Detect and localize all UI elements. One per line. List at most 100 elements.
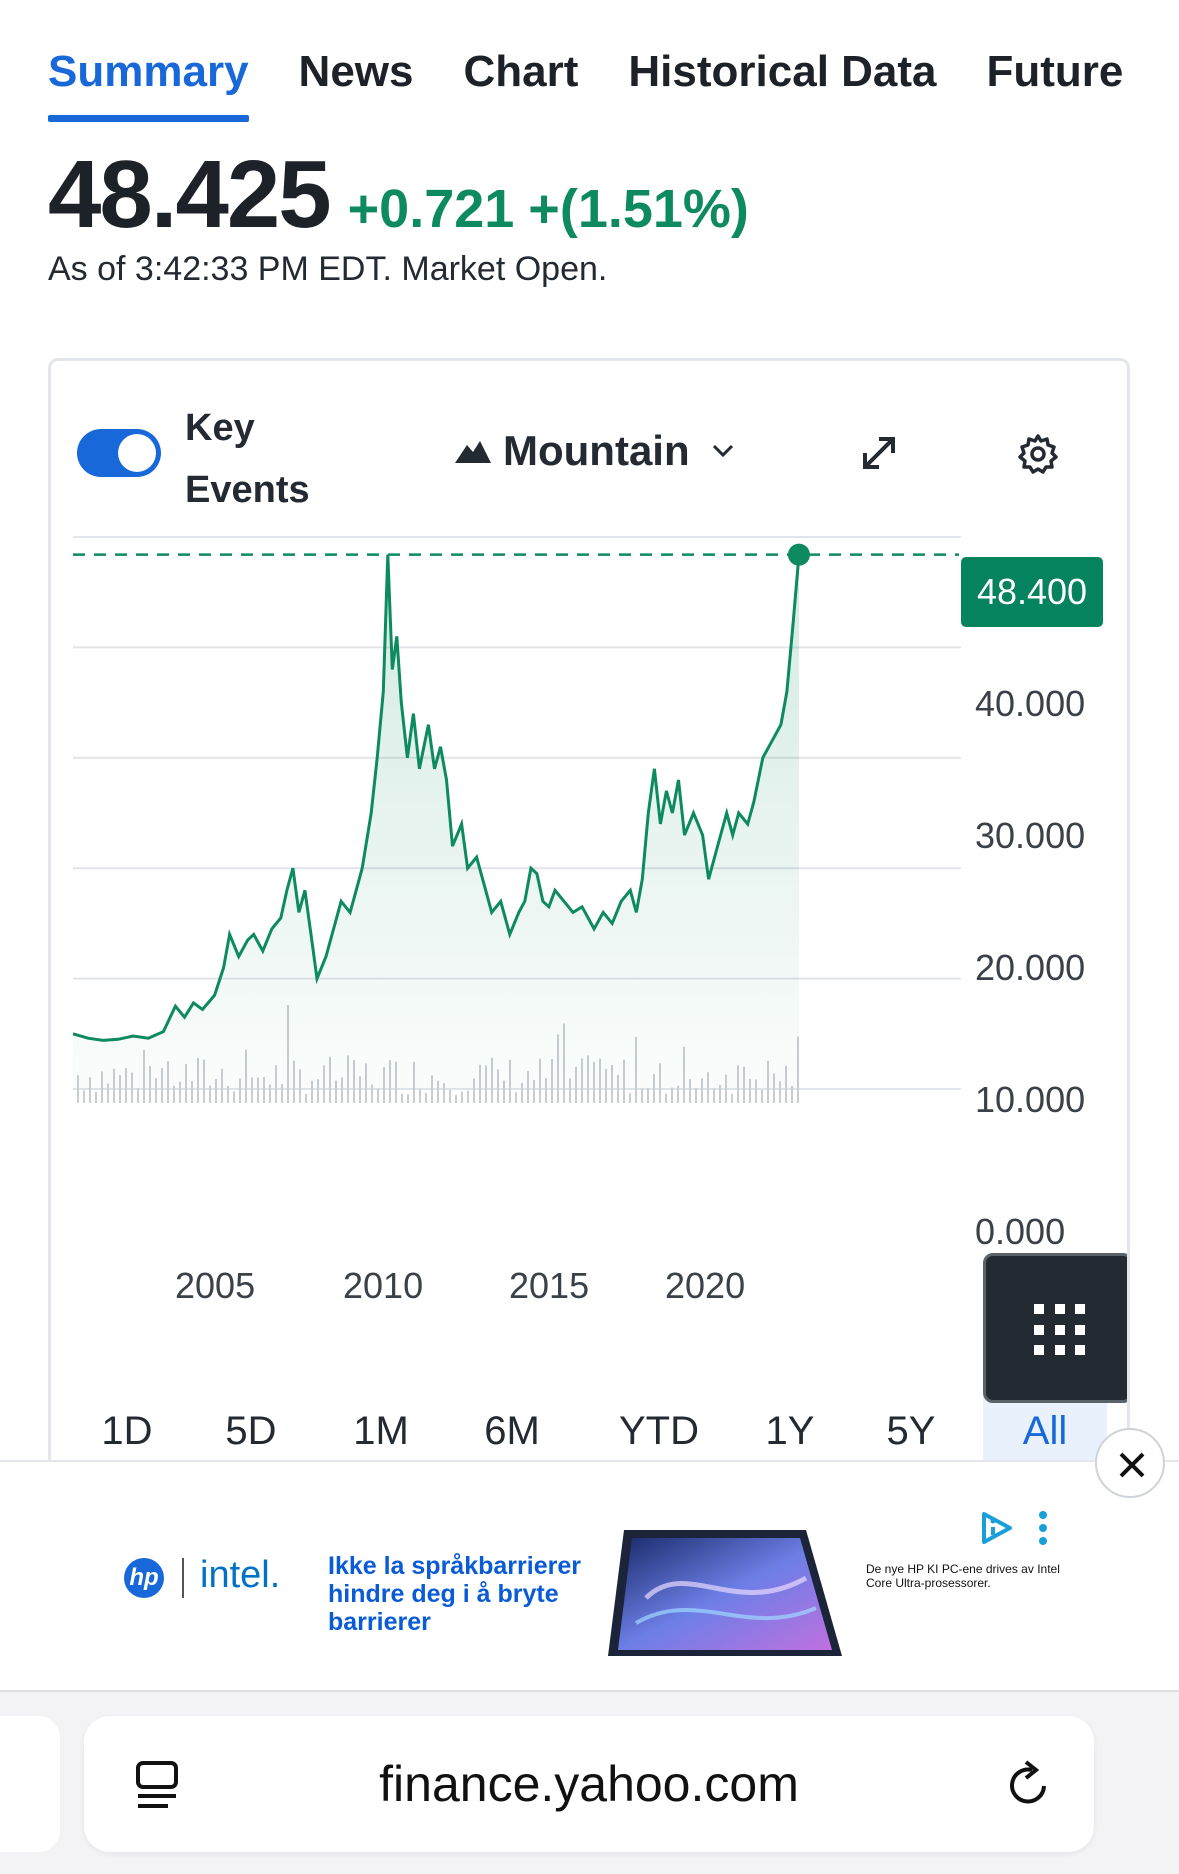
volume-bar — [263, 1076, 265, 1103]
chart-card: Key Events Mountain 48.400 40.000 30.00 — [48, 358, 1130, 1478]
volume-bar — [515, 1092, 517, 1103]
volume-bar — [401, 1093, 403, 1103]
volume-bar — [731, 1093, 733, 1103]
volume-bar — [335, 1080, 337, 1103]
volume-bar — [107, 1083, 109, 1103]
tab-summary[interactable]: Summary — [48, 40, 249, 122]
volume-bar — [671, 1087, 673, 1103]
volume-bar — [647, 1088, 649, 1103]
volume-bar — [473, 1078, 475, 1103]
volume-bar — [641, 1088, 643, 1103]
address-bar[interactable]: finance.yahoo.com — [84, 1716, 1094, 1852]
grid-icon — [1034, 1304, 1088, 1358]
volume-bar — [665, 1093, 667, 1103]
y-tick-label: 10.000 — [975, 1079, 1086, 1120]
volume-bar — [629, 1092, 631, 1103]
volume-bar — [701, 1078, 703, 1103]
reload-icon[interactable] — [1004, 1758, 1054, 1810]
range-1y[interactable]: 1Y — [765, 1409, 815, 1453]
volume-bar — [503, 1080, 505, 1103]
volume-bar — [305, 1094, 307, 1103]
tab-historical-data[interactable]: Historical Data — [628, 47, 937, 96]
price-change-percent: +(1.51%) — [528, 179, 749, 239]
x-tick-label: 2015 — [509, 1265, 590, 1306]
range-1d[interactable]: 1D — [101, 1409, 153, 1453]
volume-bar — [749, 1078, 751, 1103]
volume-bar — [437, 1080, 439, 1103]
price-area — [73, 554, 799, 1089]
ad-close-button[interactable] — [1095, 1428, 1165, 1498]
expand-icon[interactable] — [859, 433, 899, 473]
key-events-label: Key Events — [185, 407, 310, 511]
chart-type-select[interactable]: Mountain — [455, 427, 734, 475]
price-chart[interactable] — [51, 361, 1130, 1478]
key-events-toggle[interactable] — [77, 429, 161, 477]
volume-bar — [419, 1089, 421, 1103]
quote-tabs: Summary News Chart Historical Data Futur… — [48, 40, 1179, 122]
mountain-icon — [455, 441, 491, 463]
tab-future[interactable]: Future — [986, 47, 1124, 96]
y-tick-label: 30.000 — [975, 815, 1086, 856]
current-price: 48.425 — [48, 141, 332, 248]
x-tick-label: 2020 — [665, 1265, 746, 1306]
range-5y[interactable]: 5Y — [886, 1409, 936, 1453]
laptop-image — [608, 1530, 842, 1656]
volume-bar — [371, 1084, 373, 1103]
ad-fine-print: De nye HP KI PC-ene drives av Intel Core… — [866, 1562, 1060, 1590]
tab-chart[interactable]: Chart — [463, 47, 579, 96]
volume-bar — [689, 1079, 691, 1103]
adchoices-icon[interactable] — [978, 1510, 1014, 1546]
volume-bar — [755, 1079, 757, 1103]
current-price-dot — [787, 543, 810, 566]
range-5d[interactable]: 5D — [225, 1409, 277, 1453]
range-1m[interactable]: 1M — [353, 1409, 409, 1453]
intel-logo: intel. — [200, 1554, 281, 1596]
volume-bar — [179, 1081, 181, 1103]
tab-news[interactable]: News — [298, 47, 414, 96]
volume-bar — [269, 1084, 271, 1103]
volume-bar — [545, 1078, 547, 1103]
range-ytd[interactable]: YTD — [619, 1409, 699, 1453]
volume-bar — [713, 1088, 715, 1103]
x-tick-label: 2005 — [175, 1265, 256, 1306]
ad-banner[interactable]: hp intel. Ikke la språkbarrierer hindre … — [0, 1460, 1179, 1690]
previous-tab[interactable] — [0, 1716, 60, 1852]
price-change: +0.721 — [347, 179, 515, 239]
volume-bar — [155, 1078, 157, 1103]
browser-toolbar: finance.yahoo.com — [0, 1690, 1179, 1874]
volume-bar — [407, 1094, 409, 1103]
volume-bar — [83, 1090, 85, 1103]
volume-bar — [173, 1085, 175, 1103]
ad-headline: Ikke la språkbarrierer hindre deg i å br… — [328, 1552, 581, 1636]
volume-bar — [137, 1087, 139, 1103]
volume-bar — [533, 1079, 535, 1103]
volume-bar — [449, 1089, 451, 1103]
volume-bar — [455, 1094, 457, 1103]
volume-bar — [215, 1078, 217, 1103]
volume-bar — [77, 1075, 79, 1103]
volume-bar — [695, 1087, 697, 1103]
y-tick-label: 0.000 — [975, 1211, 1066, 1252]
toggle-knob — [118, 434, 156, 472]
more-options-icon[interactable] — [1036, 1510, 1050, 1546]
volume-bar — [467, 1090, 469, 1103]
volume-bar — [791, 1085, 793, 1103]
chevron-down-icon — [712, 444, 733, 458]
volume-bar — [521, 1082, 523, 1103]
volume-bar — [239, 1078, 241, 1103]
current-price-tag: 48.400 — [961, 557, 1103, 627]
range-6m[interactable]: 6M — [484, 1409, 540, 1453]
volume-bar — [191, 1080, 193, 1103]
volume-bar — [719, 1084, 721, 1103]
volume-bar — [425, 1092, 427, 1103]
volume-bar — [431, 1075, 433, 1103]
volume-bar — [779, 1081, 781, 1103]
y-tick-label: 40.000 — [975, 683, 1086, 724]
volume-bar — [311, 1080, 313, 1103]
grid-menu-button[interactable] — [983, 1253, 1127, 1403]
gear-icon[interactable] — [1017, 433, 1059, 475]
volume-bar — [377, 1088, 379, 1103]
reader-mode-icon[interactable] — [134, 1760, 180, 1810]
volume-bar — [119, 1075, 121, 1103]
volume-bar — [359, 1076, 361, 1103]
